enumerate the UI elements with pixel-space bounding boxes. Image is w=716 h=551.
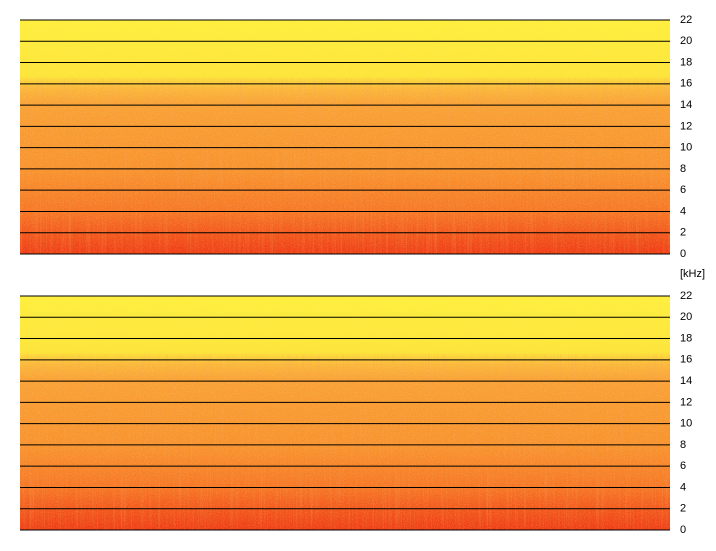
y-tick-label: 2	[680, 503, 686, 515]
y-tick-label: 20	[680, 35, 692, 47]
y-tick-label: 18	[680, 332, 692, 344]
y-tick-label: 14	[680, 99, 692, 111]
y-tick-label: 12	[680, 120, 692, 132]
y-tick-label: 22	[680, 14, 692, 26]
y-tick-label: 10	[680, 418, 692, 430]
y-tick-label: 8	[680, 163, 686, 175]
y-tick-label: 16	[680, 354, 692, 366]
y-tick-label: 12	[680, 396, 692, 408]
y-tick-label: 16	[680, 78, 692, 90]
spectrogram-grain	[20, 296, 670, 530]
y-tick-label: 4	[680, 481, 686, 493]
y-tick-label: 0	[680, 524, 686, 536]
y-tick-label: 4	[680, 205, 686, 217]
spectrogram-grain	[20, 20, 670, 254]
y-tick-label: 8	[680, 439, 686, 451]
y-tick-label: 0	[680, 248, 686, 260]
y-tick-label: 6	[680, 184, 686, 196]
y-axis-label: [kHz]	[680, 268, 705, 280]
y-tick-label: 18	[680, 56, 692, 68]
y-tick-label: 2	[680, 227, 686, 239]
y-tick-label: 14	[680, 375, 692, 387]
y-tick-label: 22	[680, 290, 692, 302]
y-tick-label: 10	[680, 142, 692, 154]
y-tick-label: 20	[680, 311, 692, 323]
y-tick-label: 6	[680, 460, 686, 472]
